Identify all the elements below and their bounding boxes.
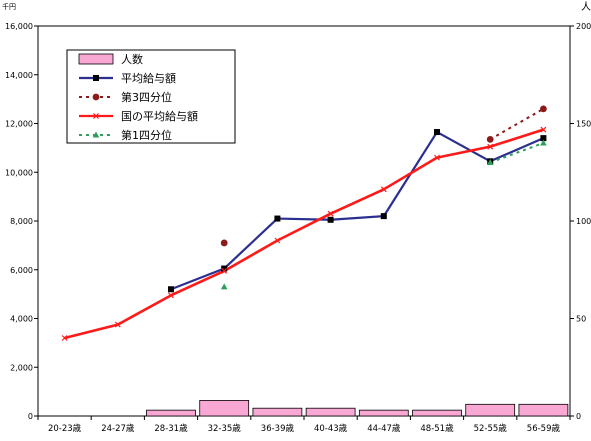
legend-label-第3四分位: 第3四分位 [121,90,172,104]
bar-人数 [518,403,569,417]
bar-人数 [412,409,462,417]
line-segment-国の平均給与額 [383,156,438,191]
point-国の平均給与額 [327,210,334,217]
x-tick-label: 20-23歳 [48,423,82,434]
x-tick-label: 44-47歳 [367,423,401,434]
x-tick-label: 32-35歳 [208,423,242,434]
y-left-tick-label: 6,000 [10,266,33,275]
point-平均給与額 [168,286,174,293]
line-segment-国の平均給与額 [117,294,172,326]
bar-人数 [465,403,516,417]
point-平均給与額 [380,213,387,220]
x-tick-label: 40-43歳 [314,423,348,434]
point-国の平均給与額 [168,292,174,299]
y-left-tick-label: 4,000 [10,315,33,324]
legend-label-人数: 人数 [121,53,143,66]
legend-marker-平均給与額 [93,75,99,81]
point-第3四分位 [540,105,547,113]
point-第1四分位 [540,139,547,146]
line-segment-国の平均給与額 [436,145,491,159]
point-第1四分位 [220,283,228,290]
y-right-tick-label: 150 [576,120,591,129]
bar-人数 [146,409,196,417]
y-left-tick-label: 2,000 [10,363,33,372]
point-平均給与額 [540,135,547,142]
y-right-tick-label: 50 [576,315,586,324]
bar-人数 [199,399,250,417]
y-left-tick-label: 10,000 [5,168,33,177]
x-tick-label: 52-55歳 [474,423,508,434]
line-segment-平均給与額 [170,267,225,291]
legend-marker-国の平均給与額 [93,113,99,119]
point-国の平均給与額 [487,143,494,150]
bar-人数 [358,409,409,417]
x-tick-label: 56-59歳 [527,423,561,434]
legend-marker-第3四分位 [92,93,100,101]
point-平均給与額 [221,265,228,272]
point-国の平均給与額 [434,154,440,161]
line-segment-国の平均給与額 [330,188,385,215]
y-left-tick-label: 0 [28,412,33,421]
line-segment-第1四分位 [489,142,544,164]
point-国の平均給与額 [114,321,121,328]
x-tick-label: 24-27歳 [101,423,135,434]
legend-label-国の平均給与額: 国の平均給与額 [121,109,198,123]
line-segment-平均給与額 [489,137,544,163]
bar-人数 [252,407,303,417]
legend-marker-第1四分位 [92,131,100,138]
line-segment-国の平均給与額 [64,323,119,340]
line-segment-平均給与額 [223,217,279,270]
y-right-unit-label: 人 [581,1,591,13]
line-segment-平均給与額 [330,215,384,221]
point-国の平均給与額 [274,237,281,244]
y-right-tick-label: 0 [576,412,581,421]
x-tick-label: 48-51歳 [420,423,454,434]
x-tick-label: 36-39歳 [261,423,295,434]
line-segment-国の平均給与額 [489,128,544,148]
legend-label-平均給与額: 平均給与額 [121,71,176,85]
line-segment-国の平均給与額 [170,269,225,297]
point-第3四分位 [486,135,494,143]
bar-人数 [305,407,356,417]
y-left-unit-label: 千円 [2,2,16,11]
point-平均給与額 [434,129,440,136]
y-right-tick-label: 200 [576,22,591,31]
point-国の平均給与額 [540,126,547,133]
point-国の平均給与額 [380,186,387,193]
line-segment-平均給与額 [436,131,491,163]
point-国の平均給与額 [221,268,228,274]
point-国の平均給与額 [61,335,68,341]
y-left-tick-label: 14,000 [5,71,33,80]
line-segment-第3四分位 [489,108,544,141]
point-第1四分位 [486,159,494,165]
line-segment-国の平均給与額 [276,212,332,242]
legend-label-第1四分位: 第1四分位 [121,128,172,142]
point-平均給与額 [327,216,334,223]
point-平均給与額 [274,215,281,222]
y-left-tick-label: 12,000 [5,120,33,129]
line-segment-国の平均給与額 [223,239,279,273]
x-tick-label: 28-31歳 [154,423,188,434]
y-right-tick-label: 100 [576,217,591,226]
legend-swatch-人数 [78,53,114,65]
point-第3四分位 [220,239,228,247]
y-left-tick-label: 8,000 [10,217,33,226]
y-left-tick-label: 16,000 [5,22,33,31]
